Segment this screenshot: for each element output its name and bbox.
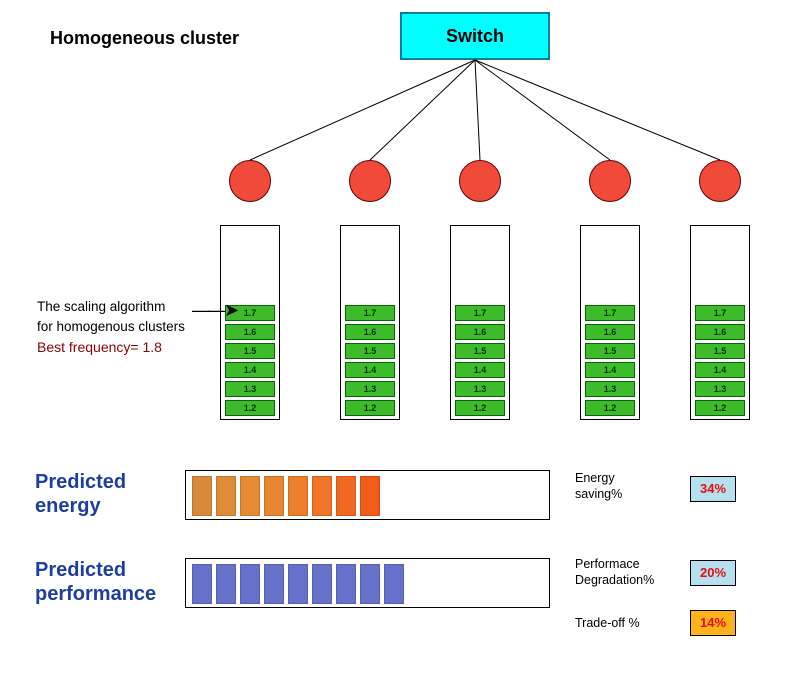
- freq-cell: 1.4: [345, 362, 395, 378]
- performance-bar-segment: [264, 564, 284, 604]
- freq-cell: 1.7: [585, 305, 635, 321]
- energy-bar-segment: [192, 476, 212, 516]
- predicted-energy-bar: [185, 470, 550, 520]
- best-frequency-label: Best frequency= 1.8: [37, 339, 162, 355]
- performance-bar-segment: [192, 564, 212, 604]
- perf-degradation-label: Performace Degradation%: [575, 556, 654, 588]
- performance-bar-segment: [312, 564, 332, 604]
- freq-cell: 1.4: [225, 362, 275, 378]
- freq-cell: 1.2: [695, 400, 745, 416]
- freq-cell: 1.3: [695, 381, 745, 397]
- performance-bar-segment: [360, 564, 380, 604]
- performance-bar-segment: [288, 564, 308, 604]
- freq-cell: 1.6: [695, 324, 745, 340]
- freq-cell: 1.4: [585, 362, 635, 378]
- energy-bar-segment: [312, 476, 332, 516]
- performance-bar-segment: [216, 564, 236, 604]
- freq-cell: 1.5: [585, 343, 635, 359]
- freq-cell: 1.3: [455, 381, 505, 397]
- freq-cell: 1.6: [225, 324, 275, 340]
- tradeoff-value: 14%: [690, 610, 736, 636]
- freq-cell: 1.7: [345, 305, 395, 321]
- node-circle: [459, 160, 501, 202]
- predicted-performance-label: Predicted performance: [35, 558, 156, 606]
- energy-bar-segment: [264, 476, 284, 516]
- freq-cell: 1.5: [345, 343, 395, 359]
- energy-bar-segment: [336, 476, 356, 516]
- energy-saving-value: 34%: [690, 476, 736, 502]
- freq-cell: 1.5: [455, 343, 505, 359]
- freq-cell: 1.6: [585, 324, 635, 340]
- freq-cell: 1.2: [585, 400, 635, 416]
- freq-cell: 1.4: [695, 362, 745, 378]
- tradeoff-label: Trade-off %: [575, 615, 640, 631]
- energy-bar-segment: [240, 476, 260, 516]
- arrow-icon: ——➤: [192, 300, 237, 321]
- performance-bar-segment: [384, 564, 404, 604]
- freq-cell: 1.7: [455, 305, 505, 321]
- performance-bar-segment: [240, 564, 260, 604]
- energy-saving-label: Energy saving%: [575, 470, 622, 502]
- performance-bar-segment: [336, 564, 356, 604]
- predicted-energy-label: Predicted energy: [35, 470, 126, 518]
- node-circle: [349, 160, 391, 202]
- energy-bar-segment: [288, 476, 308, 516]
- perf-degradation-value: 20%: [690, 560, 736, 586]
- freq-cell: 1.2: [225, 400, 275, 416]
- freq-cell: 1.5: [225, 343, 275, 359]
- freq-cell: 1.5: [695, 343, 745, 359]
- algo-line1: The scaling algorithm: [37, 299, 165, 314]
- freq-cell: 1.2: [455, 400, 505, 416]
- predicted-energy-text: Predicted energy: [35, 471, 126, 517]
- freq-cell: 1.6: [455, 324, 505, 340]
- freq-cell: 1.6: [345, 324, 395, 340]
- freq-cell: 1.3: [225, 381, 275, 397]
- freq-cell: 1.2: [345, 400, 395, 416]
- switch-connection-lines: [0, 0, 800, 300]
- freq-cell: 1.4: [455, 362, 505, 378]
- node-circle: [589, 160, 631, 202]
- node-circle: [699, 160, 741, 202]
- predicted-performance-text: Predicted performance: [35, 559, 156, 605]
- energy-bar-segment: [216, 476, 236, 516]
- energy-bar-segment: [360, 476, 380, 516]
- node-circle: [229, 160, 271, 202]
- algorithm-caption: The scaling algorithm for homogenous clu…: [37, 297, 185, 358]
- freq-cell: 1.3: [345, 381, 395, 397]
- freq-cell: 1.3: [585, 381, 635, 397]
- predicted-performance-bar: [185, 558, 550, 608]
- algo-line2: for homogenous clusters: [37, 319, 185, 334]
- freq-cell: 1.7: [695, 305, 745, 321]
